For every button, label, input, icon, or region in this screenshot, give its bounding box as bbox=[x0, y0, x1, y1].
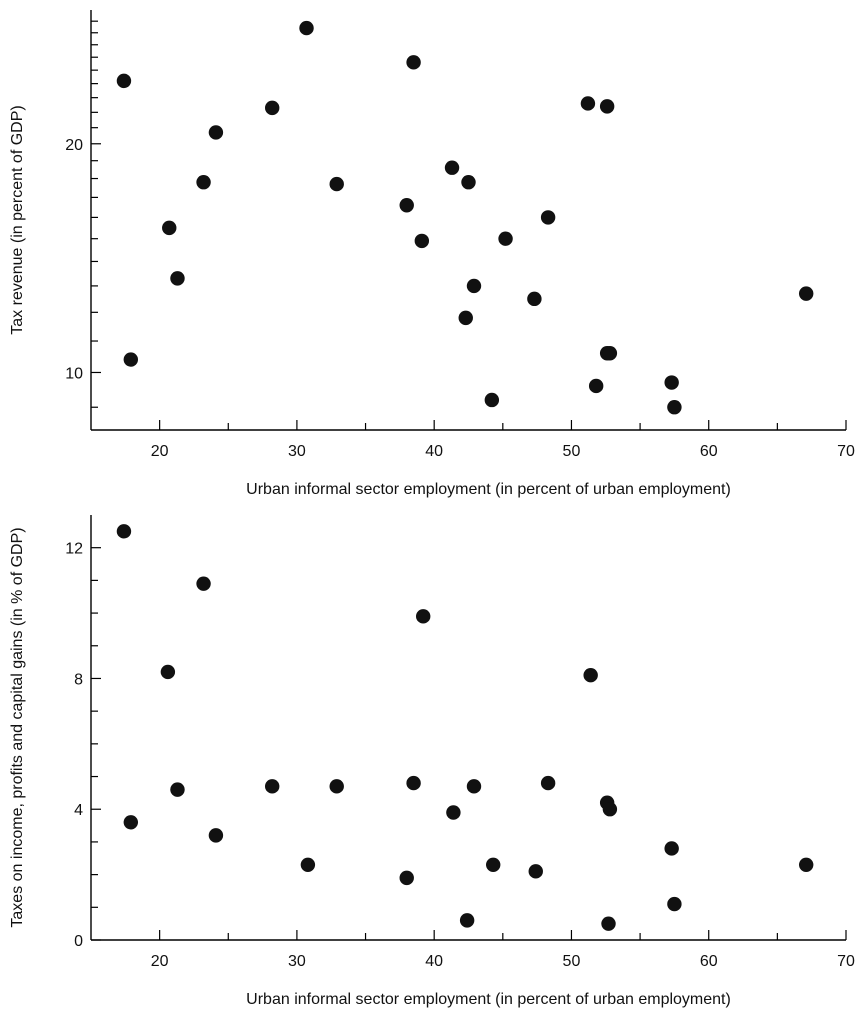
data-point bbox=[123, 352, 139, 367]
data-point bbox=[162, 220, 177, 236]
y-tick-label: 20 bbox=[65, 137, 83, 154]
bottom-scatter-panel: 20 30 40 50 60 70 0 4 8 12 Urban informal sector e… bbox=[9, 515, 855, 1008]
data-point bbox=[123, 815, 139, 830]
data-point bbox=[329, 779, 344, 794]
data-point bbox=[667, 896, 682, 912]
data-point bbox=[667, 400, 682, 415]
data-point bbox=[300, 857, 316, 873]
data-point bbox=[599, 99, 615, 114]
data-point bbox=[196, 175, 211, 190]
data-point bbox=[196, 576, 211, 591]
data-point bbox=[540, 210, 556, 225]
data-point bbox=[664, 841, 679, 856]
data-point bbox=[583, 667, 598, 683]
y-tick-label: 12 bbox=[65, 541, 83, 558]
data-point bbox=[580, 96, 596, 111]
data-point bbox=[664, 375, 679, 390]
data-point bbox=[486, 857, 501, 873]
x-tick-label: 30 bbox=[288, 443, 306, 460]
data-point bbox=[116, 524, 132, 539]
data-point bbox=[484, 392, 500, 408]
y-tick-label: 4 bbox=[74, 802, 83, 819]
x-tick-label: 60 bbox=[700, 953, 718, 970]
x-tick-label: 50 bbox=[563, 443, 581, 460]
data-point bbox=[528, 864, 543, 879]
x-tick-label: 50 bbox=[563, 953, 581, 970]
data-point bbox=[602, 346, 618, 361]
x-axis-title: Urban informal sector employment (in per… bbox=[246, 991, 731, 1008]
data-point bbox=[466, 779, 482, 794]
data-point bbox=[170, 782, 185, 797]
data-point bbox=[399, 870, 414, 886]
y-axis-title: Tax revenue (in percent of GDP) bbox=[9, 105, 26, 334]
data-point bbox=[208, 828, 224, 843]
x-tick-label: 40 bbox=[425, 953, 443, 970]
data-point bbox=[798, 286, 814, 301]
data-point bbox=[498, 231, 513, 246]
data-point bbox=[588, 378, 604, 394]
y-axis-title: Taxes on income, profits and capital gai… bbox=[9, 527, 26, 927]
data-point bbox=[458, 310, 473, 326]
data-point bbox=[446, 805, 461, 820]
data-point bbox=[601, 916, 616, 931]
data-point bbox=[540, 775, 556, 791]
data-point bbox=[116, 73, 132, 89]
x-tick-label: 70 bbox=[837, 443, 855, 460]
data-point bbox=[399, 198, 414, 213]
data-point bbox=[461, 175, 476, 190]
data-point bbox=[406, 55, 421, 70]
data-point bbox=[416, 609, 431, 624]
x-tick-label: 40 bbox=[425, 443, 443, 460]
y-tick-label: 8 bbox=[74, 671, 83, 688]
data-point bbox=[459, 913, 475, 928]
data-point bbox=[265, 779, 280, 794]
x-tick-label: 70 bbox=[837, 953, 855, 970]
data-point bbox=[798, 857, 814, 873]
data-point bbox=[265, 100, 280, 116]
data-point bbox=[602, 802, 618, 817]
data-point bbox=[466, 278, 482, 294]
data-point bbox=[414, 233, 430, 249]
x-axis-title: Urban informal sector employment (in per… bbox=[246, 481, 731, 498]
data-point bbox=[444, 160, 460, 175]
data-point bbox=[527, 291, 542, 307]
data-point bbox=[329, 176, 344, 192]
x-tick-label: 30 bbox=[288, 953, 306, 970]
data-point bbox=[299, 20, 314, 36]
x-tick-label: 20 bbox=[151, 443, 169, 460]
data-point bbox=[406, 775, 421, 791]
data-point bbox=[208, 125, 224, 140]
y-tick-label: 0 bbox=[74, 933, 83, 950]
x-tick-label: 60 bbox=[700, 443, 718, 460]
x-tick-label: 20 bbox=[151, 953, 169, 970]
data-point bbox=[160, 664, 176, 680]
y-tick-label: 10 bbox=[65, 365, 83, 382]
top-scatter-panel: 20 30 40 50 60 70 10 20 Urban informal sector em… bbox=[9, 10, 855, 498]
data-point bbox=[170, 271, 185, 286]
